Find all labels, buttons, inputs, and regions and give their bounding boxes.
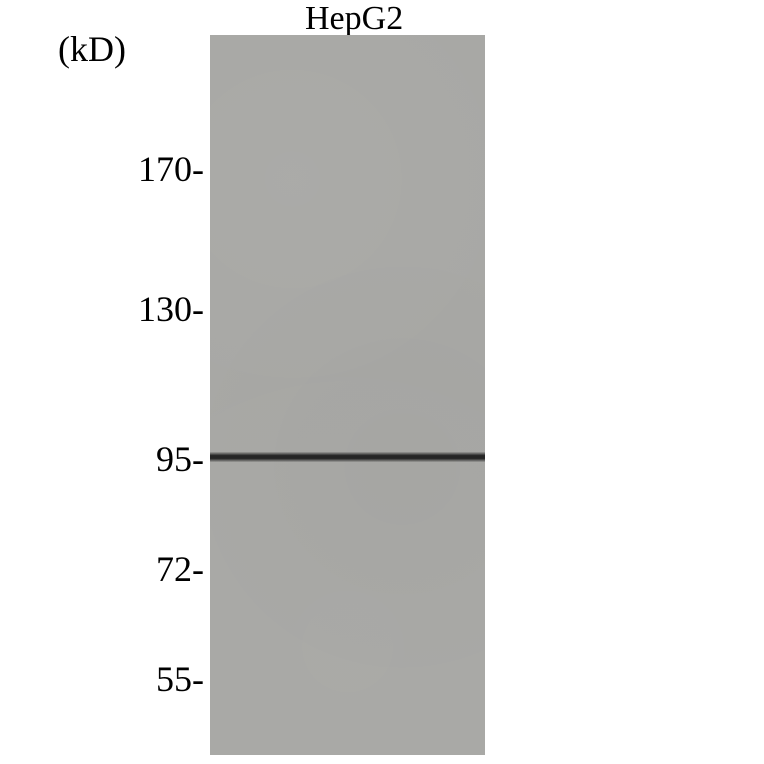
lane-label-hepg2: HepG2	[305, 0, 403, 38]
protein-band	[210, 452, 485, 462]
marker-55: 55-	[156, 658, 204, 700]
marker-95: 95-	[156, 438, 204, 480]
blot-texture	[210, 35, 485, 755]
unit-label: (kD)	[58, 28, 126, 70]
marker-130: 130-	[138, 288, 204, 330]
western-blot-figure: (kD) HepG2 170- 130- 95- 72- 55-	[0, 0, 764, 764]
blot-lane	[210, 35, 485, 755]
marker-170: 170-	[138, 148, 204, 190]
marker-72: 72-	[156, 548, 204, 590]
